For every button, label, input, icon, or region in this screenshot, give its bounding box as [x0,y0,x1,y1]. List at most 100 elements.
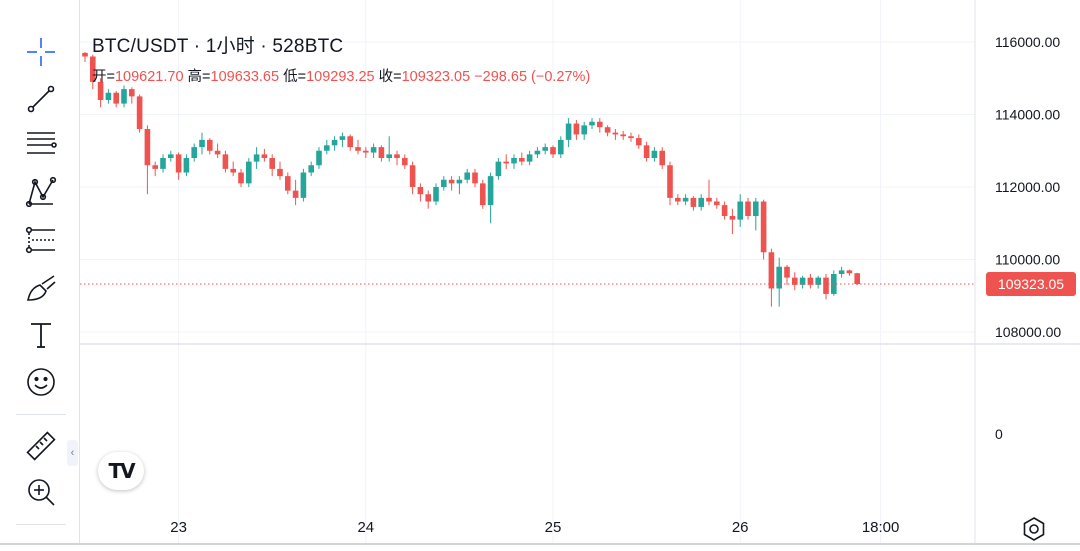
candle [721,201,728,220]
candle [355,139,361,155]
ruler-icon[interactable] [19,428,63,464]
candle-body [199,139,205,148]
trend-line-icon[interactable] [19,81,63,117]
candle-body [495,161,502,177]
candle-body [846,270,853,274]
candle-body [261,154,268,158]
candle-body [394,154,400,158]
candle-body [550,147,556,155]
candle [526,150,533,166]
pattern-icon[interactable] [19,174,63,210]
candle-body [706,197,712,202]
candle [433,183,439,206]
x-tick-label: 25 [545,519,562,536]
candle-body [316,150,322,166]
brush-icon[interactable] [19,270,63,306]
candle-body [643,145,650,158]
price-chart[interactable]: 116000.00 114000.00 112000.00 110000.00 1080… [80,0,1080,543]
high-label: 高= [187,69,211,85]
candle-body [628,136,634,139]
candle [105,89,112,104]
candle [378,145,385,162]
settings-gear-icon[interactable] [1021,516,1047,542]
y-tick-label: 108000.00 [995,324,1061,340]
close-label: 收= [378,69,402,85]
fib-retracement-icon[interactable] [19,222,63,258]
candle [706,179,712,206]
candle-body [511,158,517,164]
candle [207,138,213,155]
candle-body [503,161,509,164]
candle-body [441,179,447,187]
candle [753,197,759,231]
candle [331,136,338,151]
candle [121,85,127,108]
candle [698,194,704,211]
candle [90,54,96,90]
candle [558,136,564,158]
candle [191,143,197,162]
candle [347,134,353,151]
candle [690,196,697,211]
candle-body [760,201,767,253]
candle [292,179,299,206]
candle-body [753,201,759,216]
candle [565,118,572,148]
candle-body [480,183,486,206]
candle [136,94,143,133]
candle-body [425,194,431,202]
candle [417,183,424,202]
candle [199,132,205,155]
candle-body [604,127,611,133]
candle [776,257,782,307]
candle-body [324,145,330,151]
candle [129,87,135,104]
candle [550,145,556,158]
text-tool-icon[interactable] [19,317,63,353]
candle-body [370,147,377,153]
candle-body [331,139,338,146]
toolbar-collapse-button[interactable]: ‹ [67,440,78,466]
candle-body [487,176,494,206]
candle [308,161,314,177]
candle-body [378,147,385,158]
candle [612,129,619,140]
candle-body [823,277,829,294]
candle [854,272,860,286]
candle [799,275,806,289]
low-value: 109293.25 [306,69,375,85]
candle-body [214,150,221,155]
emoji-icon[interactable] [19,364,63,400]
zoom-in-icon[interactable] [19,474,63,510]
candle-body [737,201,743,220]
candle-body [792,277,798,285]
candle-body [807,277,814,285]
candle [620,130,626,140]
candle-body [339,136,346,140]
candle [363,147,369,158]
tradingview-logo[interactable]: TV [98,452,144,490]
candle-body [745,201,751,216]
candle-body [597,121,603,128]
candle [792,272,798,291]
candle [425,190,431,209]
crosshair-icon[interactable] [19,34,63,70]
candle [643,141,650,162]
candle [628,132,634,142]
candle [285,172,291,195]
candle-body [729,216,736,220]
horizontal-lines-icon[interactable] [19,126,63,162]
candle-body [612,132,619,135]
candle-body [636,138,642,146]
y-tick-label: 114000.00 [995,107,1060,123]
candle-body [542,147,548,151]
candle-body [386,154,392,158]
candle-body [277,168,283,177]
candle [573,119,580,140]
candle-body [136,96,143,129]
candle-body [472,172,478,184]
candle [175,152,182,180]
candle-body [417,187,424,195]
candle-body [675,197,681,202]
candle-body [97,81,104,100]
